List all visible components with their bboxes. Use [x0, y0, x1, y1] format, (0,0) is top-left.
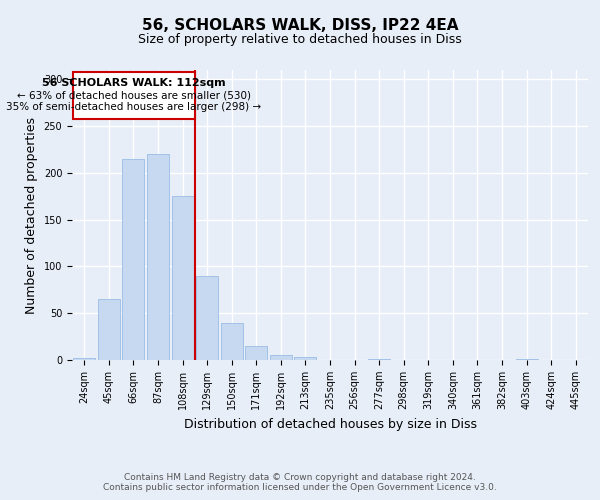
Text: ← 63% of detached houses are smaller (530): ← 63% of detached houses are smaller (53… [17, 90, 251, 101]
Text: Contains HM Land Registry data © Crown copyright and database right 2024.: Contains HM Land Registry data © Crown c… [124, 474, 476, 482]
Bar [245, 346, 268, 360]
Text: 56 SCHOLARS WALK: 112sqm: 56 SCHOLARS WALK: 112sqm [42, 78, 226, 88]
Y-axis label: Number of detached properties: Number of detached properties [25, 116, 38, 314]
Bar [368, 359, 390, 360]
Bar [147, 154, 169, 360]
Bar [98, 299, 120, 360]
X-axis label: Distribution of detached houses by size in Diss: Distribution of detached houses by size … [184, 418, 476, 430]
Bar [270, 356, 292, 360]
Text: 56, SCHOLARS WALK, DISS, IP22 4EA: 56, SCHOLARS WALK, DISS, IP22 4EA [142, 18, 458, 32]
Text: Size of property relative to detached houses in Diss: Size of property relative to detached ho… [138, 32, 462, 46]
Text: 35% of semi-detached houses are larger (298) →: 35% of semi-detached houses are larger (… [7, 102, 262, 113]
Bar [73, 72, 195, 118]
Bar [122, 159, 145, 360]
Bar [221, 322, 243, 360]
Text: Contains public sector information licensed under the Open Government Licence v3: Contains public sector information licen… [103, 484, 497, 492]
Bar [295, 357, 316, 360]
Bar [515, 359, 538, 360]
Bar [196, 276, 218, 360]
Bar [172, 196, 194, 360]
Bar [73, 358, 95, 360]
